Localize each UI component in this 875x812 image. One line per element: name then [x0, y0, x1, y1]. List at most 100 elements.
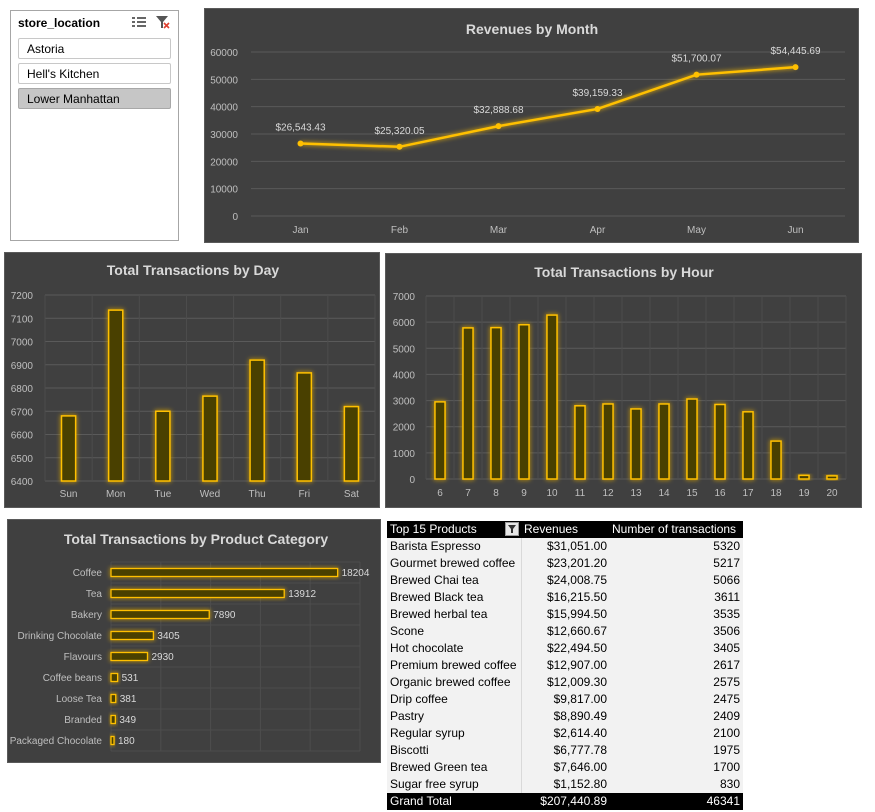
y-tick-label: 20000: [210, 157, 238, 168]
bar: [714, 403, 726, 480]
product-transactions: 2409: [713, 709, 740, 723]
data-label: 2930: [151, 652, 174, 663]
x-tick-label: 9: [521, 488, 527, 499]
y-tick-label: Packaged Chocolate: [10, 736, 103, 747]
pivot-row[interactable]: Hot chocolate $22,494.50 3405: [387, 640, 743, 657]
data-label: 349: [119, 715, 136, 726]
pivot-header-row: Top 15 Products Revenues Number of trans…: [387, 521, 743, 538]
y-tick-label: 0: [232, 212, 238, 223]
y-tick-label: 7000: [393, 292, 416, 303]
x-tick-label: 12: [602, 488, 614, 499]
y-tick-label: Drinking Chocolate: [18, 631, 103, 642]
series-line: [300, 65, 796, 149]
product-name: Gourmet brewed coffee: [390, 556, 516, 570]
bar: [490, 326, 502, 480]
y-tick-label: Coffee: [73, 568, 103, 579]
bar: [110, 693, 117, 704]
pivot-row[interactable]: Brewed Green tea $7,646.00 1700: [387, 759, 743, 776]
grand-total-revenue: $207,440.89: [540, 794, 607, 808]
y-tick-label: 7200: [11, 291, 34, 302]
bar: [574, 405, 586, 480]
product-revenue: $23,201.20: [546, 556, 607, 570]
product-transactions: 2575: [713, 675, 740, 689]
data-point: [297, 140, 304, 147]
data-label: 180: [118, 736, 135, 747]
x-tick-label: Mar: [490, 225, 508, 236]
y-tick-label: 40000: [210, 103, 238, 114]
pivot-row[interactable]: Scone $12,660.67 3506: [387, 623, 743, 640]
x-tick-label: 6: [437, 488, 443, 499]
x-tick-label: 8: [493, 488, 499, 499]
y-tick-label: 4000: [393, 370, 416, 381]
product-name: Brewed herbal tea: [390, 607, 488, 621]
x-tick-label: Tue: [154, 489, 171, 500]
pivot-row[interactable]: Sugar free syrup $1,152.80 830: [387, 776, 743, 793]
y-tick-label: 1000: [393, 449, 416, 460]
bar: [110, 672, 119, 683]
x-tick-label: 11: [575, 488, 586, 499]
product-name: Pastry: [390, 709, 425, 723]
y-tick-label: 30000: [210, 130, 238, 141]
product-revenue: $7,646.00: [553, 760, 607, 774]
header-top-products: Top 15 Products: [390, 522, 477, 536]
product-transactions: 3506: [713, 624, 740, 638]
bar: [343, 405, 360, 482]
bar: [110, 609, 210, 620]
pivot-row[interactable]: Biscotti $6,777.78 1975: [387, 742, 743, 759]
store-location-slicer: store_location Astoria Hell's Kitchen Lo…: [10, 10, 179, 241]
pivot-row[interactable]: Premium brewed coffee $12,907.00 2617: [387, 657, 743, 674]
pivot-row[interactable]: Regular syrup $2,614.40 2100: [387, 725, 743, 742]
pivot-row[interactable]: Barista Espresso $31,051.00 5320: [387, 538, 743, 555]
y-tick-label: 60000: [210, 48, 238, 59]
slicer-item-hells-kitchen[interactable]: Hell's Kitchen: [18, 63, 171, 84]
product-name: Brewed Chai tea: [390, 573, 479, 587]
clear-filter-icon[interactable]: [156, 16, 170, 29]
product-name: Premium brewed coffee: [390, 658, 517, 672]
product-transactions: 2617: [713, 658, 740, 672]
product-name: Drip coffee: [390, 692, 448, 706]
bar: [602, 403, 614, 480]
data-point: [792, 64, 799, 71]
x-tick-label: 16: [714, 488, 726, 499]
transactions-by-day-svg: Total Transactions by Day 6400 6500 6600 670…: [11, 262, 376, 500]
pivot-row[interactable]: Brewed Chai tea $24,008.75 5066: [387, 572, 743, 589]
pivot-row[interactable]: Brewed herbal tea $15,994.50 3535: [387, 606, 743, 623]
transactions-by-category-chart: Total Transactions by Product Category Co…: [7, 519, 381, 763]
pivot-row[interactable]: Brewed Black tea $16,215.50 3611: [387, 589, 743, 606]
data-label: $54,445.69: [770, 46, 820, 57]
slicer-item-lower-manhattan[interactable]: Lower Manhattan: [18, 88, 171, 109]
data-label: 531: [122, 673, 139, 684]
filter-sort-icon[interactable]: [505, 522, 519, 536]
bar: [202, 395, 218, 482]
transactions-by-day-chart: Total Transactions by Day 6400 6500 6600 670…: [4, 252, 380, 508]
pivot-row[interactable]: Pastry $8,890.49 2409: [387, 708, 743, 725]
pivot-row[interactable]: Organic brewed coffee $12,009.30 2575: [387, 674, 743, 691]
pivot-row[interactable]: Gourmet brewed coffee $23,201.20 5217: [387, 555, 743, 572]
x-tick-label: 18: [770, 488, 782, 499]
x-tick-label: May: [687, 225, 706, 236]
x-tick-label: Sat: [344, 489, 359, 500]
chart-title: Total Transactions by Hour: [534, 264, 714, 280]
product-revenue: $2,614.40: [553, 726, 607, 740]
pivot-row[interactable]: Drip coffee $9,817.00 2475: [387, 691, 743, 708]
data-label: $32,888.68: [473, 105, 523, 116]
bar: [110, 588, 285, 599]
y-tick-label: 50000: [210, 75, 238, 86]
data-label: 18204: [342, 568, 370, 579]
data-label: $25,320.05: [374, 126, 424, 137]
product-name: Organic brewed coffee: [390, 675, 511, 689]
slicer-item-astoria[interactable]: Astoria: [18, 38, 171, 59]
bar: [518, 324, 530, 480]
product-transactions: 5217: [713, 556, 740, 570]
product-transactions: 1700: [713, 760, 740, 774]
bar: [658, 403, 670, 480]
x-tick-label: Fri: [298, 489, 310, 500]
transactions-by-hour-svg: Total Transactions by Hour 0 1000 2000 3000 4…: [393, 264, 847, 499]
x-tick-label: Jan: [292, 225, 308, 236]
data-label: 381: [120, 694, 137, 705]
bar: [434, 401, 446, 480]
y-tick-label: 3000: [393, 397, 416, 408]
multi-select-icon[interactable]: [132, 16, 146, 28]
bar: [110, 714, 116, 725]
data-label: 13912: [288, 589, 316, 600]
